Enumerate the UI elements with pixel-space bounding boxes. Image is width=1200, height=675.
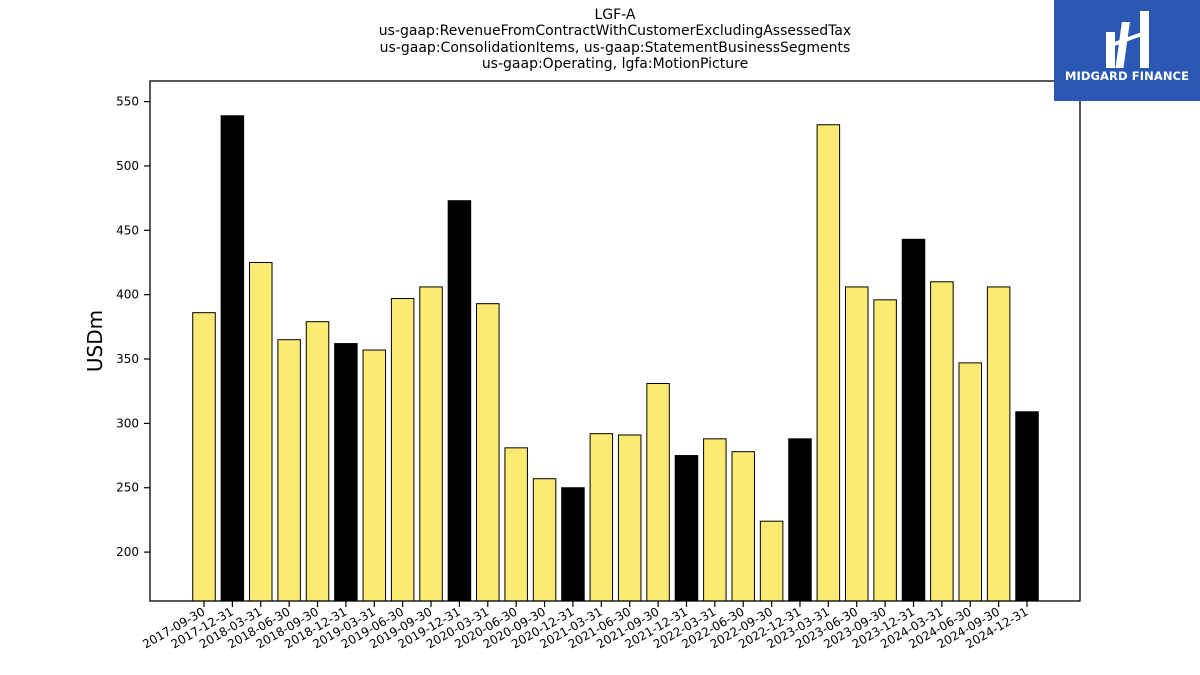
bar-2024-06-30: [958, 362, 983, 602]
bar-2017-12-31: [220, 115, 245, 602]
bar-2020-06-30: [504, 447, 528, 602]
bar-2021-03-31: [589, 433, 614, 602]
bar-2017-09-30: [192, 312, 216, 602]
plot-frame: [149, 80, 1081, 602]
y-tick-label: 350: [116, 352, 139, 366]
bar-2023-03-31: [816, 124, 841, 602]
chart-title: LGF-A us-gaap:RevenueFromContractWithCus…: [0, 7, 1200, 72]
bar-2021-12-31: [674, 455, 699, 602]
bar-2018-03-31: [249, 261, 273, 602]
bar-2020-12-31: [561, 487, 585, 602]
title-line-ticker: LGF-A: [594, 7, 636, 23]
bar-2018-09-30: [305, 321, 330, 602]
bar-2021-09-30: [646, 382, 670, 602]
bar-2018-12-31: [334, 343, 358, 602]
y-tick-label: 400: [116, 288, 139, 302]
bar-2023-09-30: [873, 299, 897, 602]
logo-text: MIDGARD FINANCE: [1064, 69, 1190, 83]
bar-2022-09-30: [759, 520, 784, 602]
bar-2024-12-31: [1015, 411, 1039, 602]
midgard-finance-logo: MIDGARD FINANCE: [1054, 0, 1200, 101]
bar-2024-03-31: [930, 281, 954, 602]
title-line-axes: us-gaap:ConsolidationItems, us-gaap:Stat…: [379, 39, 851, 56]
bar-2021-06-30: [617, 434, 642, 602]
y-tick-label: 250: [116, 481, 139, 495]
bar-2023-12-31: [901, 238, 926, 602]
bar-2019-06-30: [390, 298, 415, 602]
bar-2024-09-30: [986, 286, 1011, 602]
bar-2019-12-31: [447, 200, 472, 602]
bar-2020-09-30: [532, 478, 557, 602]
bar-2020-03-31: [476, 303, 500, 602]
y-tick-label: 300: [116, 416, 139, 430]
title-line-members: us-gaap:Operating, lgfa:MotionPicture: [481, 55, 749, 72]
y-tick-label: 500: [116, 159, 139, 173]
bar-2022-06-30: [731, 451, 755, 602]
y-tick-label: 200: [116, 545, 139, 559]
midgard-logo-icon: [1106, 11, 1149, 68]
bar-2023-06-30: [844, 286, 869, 602]
title-line-metric: us-gaap:RevenueFromContractWithCustomerE…: [378, 23, 852, 40]
bar-2019-03-31: [362, 349, 387, 602]
y-tick-label: 550: [116, 95, 139, 109]
bar-2022-03-31: [703, 438, 727, 602]
y-axis-label: USDm: [83, 310, 107, 372]
bar-2018-06-30: [277, 339, 301, 602]
bar-2022-12-31: [788, 438, 812, 602]
bar-2019-09-30: [419, 286, 443, 602]
y-tick-label: 450: [116, 223, 139, 237]
